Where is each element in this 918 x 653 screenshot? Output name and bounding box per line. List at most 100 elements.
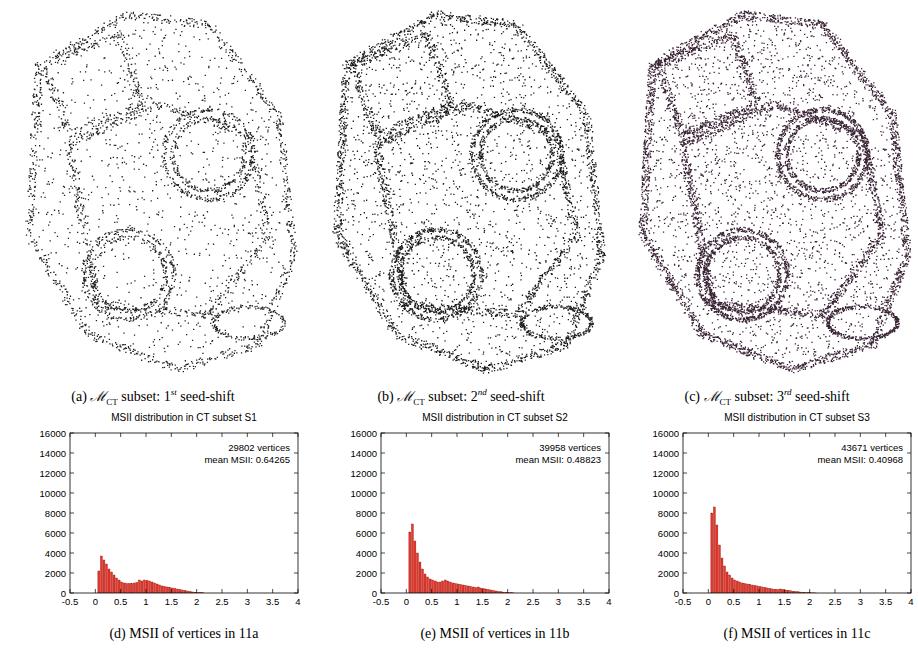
histogram-bar [485, 589, 487, 593]
point-cloud-image [332, 11, 606, 374]
y-tick [907, 473, 911, 474]
histogram-bar [414, 541, 416, 593]
x-tick-label: 3.5 [879, 596, 892, 607]
histogram-bar [424, 574, 426, 593]
histogram-bar [477, 587, 479, 593]
y-tick [683, 533, 687, 534]
x-tick-label: 3 [556, 596, 561, 607]
x-tick [885, 433, 886, 437]
y-tick [70, 553, 74, 554]
x-tick [457, 433, 458, 437]
x-tick [683, 589, 684, 593]
chart-caption: (e) MSII of vertices in 11b [345, 626, 645, 642]
histogram-bar [724, 566, 726, 593]
x-tick [809, 589, 810, 593]
histogram-bar [164, 587, 166, 594]
histogram-panel: MSII distribution in CT subset S10200040… [40, 412, 301, 607]
y-tick [294, 573, 298, 574]
histogram-bar [439, 582, 441, 593]
histogram-bar [465, 586, 467, 594]
x-tick [708, 433, 709, 437]
histogram-bar [470, 587, 472, 594]
x-tick-label: 4 [295, 596, 300, 607]
x-tick [272, 589, 273, 593]
y-tick-label: 14000 [351, 448, 377, 459]
x-tick [533, 589, 534, 593]
x-tick [196, 433, 197, 437]
y-tick [381, 553, 385, 554]
annotation: mean MSII: 0.48823 [515, 454, 601, 465]
histogram-bar [462, 585, 464, 593]
histogram-bar [754, 586, 756, 594]
y-tick-label: 4000 [658, 548, 679, 559]
histogram-bar [444, 580, 446, 593]
histogram-bar [146, 581, 148, 594]
x-tick [733, 589, 734, 593]
histogram-bar [716, 525, 718, 593]
point-cloud-dots [25, 12, 297, 372]
y-tick [907, 533, 911, 534]
x-tick [120, 433, 121, 437]
y-tick-label: 4000 [356, 548, 377, 559]
image-caption: (b) ℳCT subset: 2nd seed-shift [311, 386, 611, 407]
histogram-bar [159, 585, 161, 593]
histogram-bar [777, 589, 779, 593]
histogram-bar [762, 587, 764, 593]
y-tick [70, 473, 74, 474]
x-tick [381, 433, 382, 437]
x-tick-label: 2 [194, 596, 199, 607]
x-tick [482, 589, 483, 593]
x-tick-label: 1.5 [165, 596, 178, 607]
histogram-bar [138, 580, 140, 593]
x-tick [272, 433, 273, 437]
y-tick [70, 433, 74, 434]
x-tick-label: 3.5 [266, 596, 279, 607]
histogram-bar [151, 582, 153, 593]
x-tick-label: -0.5 [62, 596, 78, 607]
histogram-bar [103, 560, 105, 593]
x-tick [885, 589, 886, 593]
x-tick [95, 589, 96, 593]
histogram-bar [422, 569, 424, 593]
x-tick-label: 1.5 [476, 596, 489, 607]
y-tick [294, 473, 298, 474]
caption-part: ℳ [704, 389, 720, 404]
x-tick [431, 433, 432, 437]
x-tick [708, 589, 709, 593]
histogram-bar [767, 588, 769, 593]
x-tick [146, 589, 147, 593]
caption-part: (b) [377, 389, 393, 404]
y-tick [907, 593, 911, 594]
y-tick-label: 16000 [351, 428, 377, 439]
x-tick [171, 433, 172, 437]
histogram-bar [756, 586, 758, 593]
caption-part: 2 [471, 389, 478, 404]
x-tick [247, 589, 248, 593]
histogram-bar [409, 532, 411, 593]
annotation: mean MSII: 0.40968 [817, 454, 903, 465]
y-tick [70, 573, 74, 574]
bars [711, 507, 817, 593]
histogram-bar [472, 587, 474, 593]
y-tick [683, 473, 687, 474]
caption-part: CT [413, 397, 425, 407]
caption-part: nd [478, 387, 487, 397]
y-tick [907, 513, 911, 514]
x-tick-label: 0 [404, 596, 409, 607]
histogram-bar [772, 589, 774, 593]
x-tick-label: 0.5 [727, 596, 740, 607]
x-tick [95, 433, 96, 437]
x-tick-label: 4 [606, 596, 611, 607]
histogram-bar [744, 584, 746, 594]
histogram-bar [729, 575, 731, 593]
histogram-bar [105, 564, 107, 593]
x-tick [683, 433, 684, 437]
histogram-bar [434, 581, 436, 593]
y-tick [605, 593, 609, 594]
y-tick [683, 553, 687, 554]
y-tick [294, 433, 298, 434]
histogram-bar [143, 580, 145, 593]
x-tick-label: 4 [908, 596, 913, 607]
caption-part: CT [720, 397, 732, 407]
histogram-bar [774, 589, 776, 593]
